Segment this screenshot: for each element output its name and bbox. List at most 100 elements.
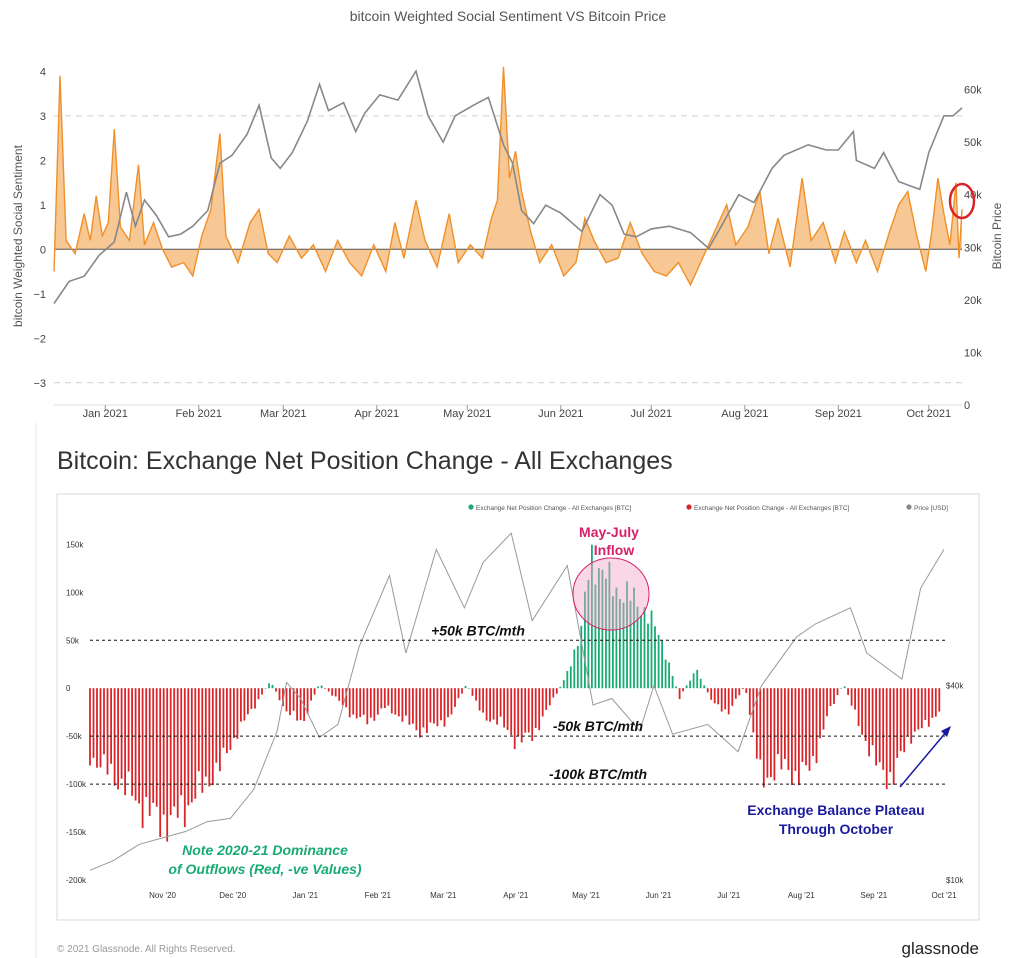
- net-position-bar: [383, 688, 386, 708]
- y2-tick-label: 0: [964, 400, 970, 412]
- net-position-bar: [924, 688, 927, 720]
- legend-swatch: [906, 504, 912, 510]
- net-position-bar: [219, 688, 221, 772]
- y2-tick-label: 30k: [964, 242, 982, 254]
- reference-label: -50k BTC/mth: [553, 718, 643, 734]
- net-position-bar: [605, 578, 607, 689]
- net-position-bar: [436, 688, 439, 727]
- net-position-bar: [626, 581, 628, 689]
- net-position-bar: [619, 599, 621, 689]
- net-position-bar: [317, 686, 319, 689]
- net-position-bar: [555, 688, 558, 694]
- net-position-bar: [310, 688, 312, 701]
- legend-label: Exchange Net Position Change - All Excha…: [476, 505, 632, 512]
- y-tick-label: 1: [40, 200, 46, 212]
- annotation-outflow-line2: of Outflows (Red, -ve Values): [168, 861, 362, 877]
- net-position-bar: [808, 688, 811, 771]
- net-position-bar: [636, 606, 639, 689]
- net-position-bar: [103, 688, 105, 755]
- net-position-bar: [576, 645, 579, 689]
- net-position-bar: [243, 688, 246, 721]
- net-position-bar: [233, 688, 235, 738]
- legend-swatch: [468, 504, 474, 510]
- plateau-arrow: [899, 726, 951, 788]
- net-position-bar: [780, 688, 783, 770]
- net-position-bar: [885, 688, 888, 790]
- net-position-bar: [254, 688, 256, 709]
- y-tick-label: 150k: [66, 540, 84, 549]
- net-position-bar: [110, 688, 112, 764]
- net-position-bar: [724, 688, 727, 710]
- exchange-price-ticks: $10k $40k: [946, 682, 964, 885]
- y-tick-label: -100k: [66, 780, 87, 789]
- net-position-bar: [654, 626, 656, 689]
- net-position-bar: [215, 688, 218, 763]
- net-position-bar: [664, 659, 667, 689]
- net-position-bar: [882, 688, 885, 770]
- net-position-bar: [566, 671, 569, 689]
- net-position-bar: [447, 688, 449, 718]
- sentiment-chart: bitcoin Weighted Social Sentiment VS Bit…: [11, 8, 1004, 420]
- net-position-bar: [145, 688, 148, 797]
- y-tick-label: 0: [66, 684, 71, 693]
- net-position-bar: [506, 688, 509, 730]
- net-position-bar: [538, 688, 541, 731]
- net-position-bar: [275, 688, 277, 692]
- net-position-bar: [805, 688, 807, 766]
- net-position-bar: [675, 686, 677, 689]
- x-tick-label: Jan '21: [292, 891, 318, 900]
- y2-tick-label: $10k: [946, 876, 964, 885]
- net-position-bar: [166, 688, 169, 842]
- y2-tick-label: 10k: [964, 347, 982, 359]
- net-position-bar: [289, 688, 291, 716]
- net-position-bar: [685, 685, 688, 689]
- net-position-bar: [569, 666, 572, 689]
- net-position-bar: [485, 688, 488, 721]
- net-position-bar: [454, 688, 456, 707]
- net-position-bar: [271, 684, 274, 689]
- net-position-bar: [127, 688, 130, 772]
- net-position-bar: [826, 688, 828, 717]
- y-tick-label: -200k: [66, 876, 87, 885]
- y-tick-label: −1: [33, 289, 46, 301]
- net-position-bar: [313, 688, 316, 695]
- net-position-bar: [871, 688, 874, 746]
- x-tick-label: Jun 2021: [538, 408, 583, 420]
- net-position-bar: [134, 688, 137, 801]
- net-position-bar: [833, 688, 835, 704]
- net-position-bar: [812, 688, 814, 756]
- net-position-bar: [408, 688, 411, 725]
- net-position-bar: [878, 688, 881, 763]
- net-position-bar: [355, 688, 358, 719]
- net-position-bar: [713, 688, 716, 704]
- net-position-bar: [850, 688, 853, 706]
- net-position-bar: [854, 688, 856, 710]
- net-position-bar: [419, 688, 421, 738]
- net-position-bar: [692, 673, 695, 689]
- exchange-y-ticks: -200k -150k -100k -50k 0 50k 100k 150k: [66, 540, 87, 885]
- net-position-bar: [770, 688, 772, 778]
- net-position-bar: [794, 688, 797, 771]
- net-position-bar: [931, 688, 934, 718]
- net-position-bar: [369, 688, 372, 718]
- net-position-bar: [594, 584, 597, 689]
- net-position-bar: [927, 688, 930, 727]
- net-position-bar: [580, 625, 583, 689]
- net-position-bar: [527, 688, 530, 733]
- net-position-bar: [489, 688, 491, 722]
- reference-label: -100k BTC/mth: [549, 766, 647, 782]
- net-position-bar: [208, 688, 211, 787]
- net-position-bar: [89, 688, 91, 766]
- net-position-bar: [650, 610, 653, 689]
- net-position-bar: [390, 688, 393, 714]
- net-position-bar: [657, 634, 660, 689]
- net-position-bar: [440, 688, 442, 721]
- net-position-bar: [397, 688, 400, 717]
- net-position-bar: [338, 688, 341, 701]
- x-tick-label: Nov '20: [149, 891, 176, 900]
- net-position-bar: [117, 688, 119, 790]
- net-position-bar: [247, 688, 249, 715]
- inflow-highlight: [572, 557, 650, 631]
